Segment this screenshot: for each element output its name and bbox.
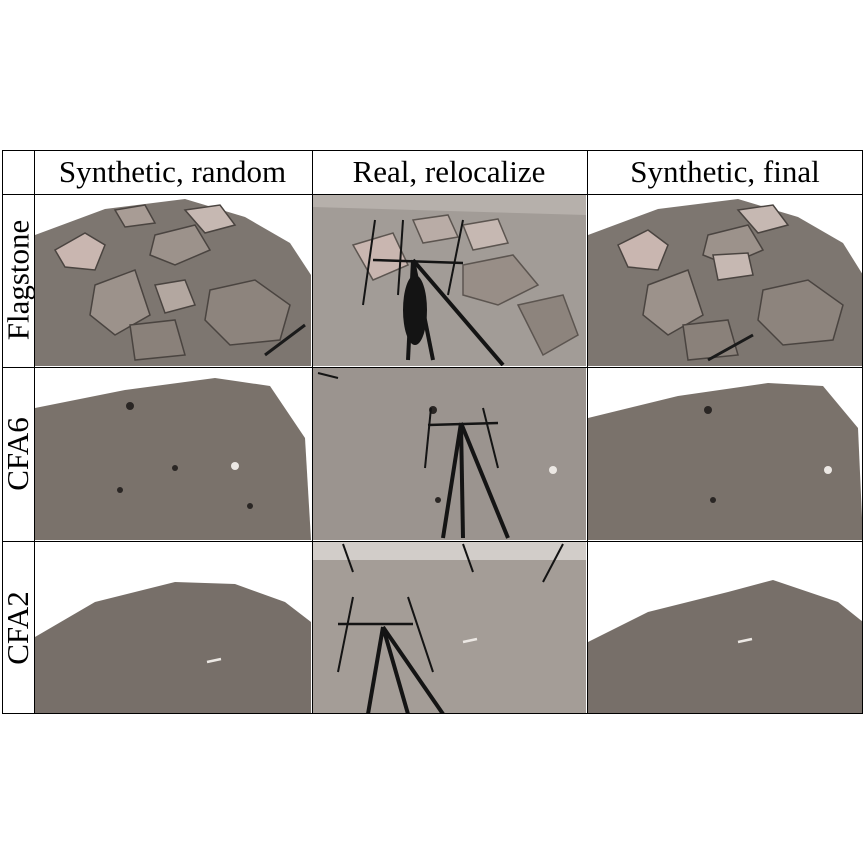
image-cfa2-synthetic-random [35,542,311,714]
grid-line-right [862,150,863,714]
image-cfa6-synthetic-final [588,368,863,540]
row-label-flagstone-text: Flagstone [0,219,35,341]
row-label-cfa6-text: CFA6 [0,416,36,491]
image-cfa6-synthetic-random [35,368,311,540]
row-label-cfa2-text: CFA2 [0,590,36,665]
image-flagstone-synthetic-random [35,195,311,366]
column-header-synthetic-random: Synthetic, random [58,154,287,189]
grid-line-row1 [2,367,863,368]
image-flagstone-synthetic-final [588,195,863,366]
grid-line-bottom [2,713,863,714]
column-header-synthetic-final: Synthetic, final [630,154,820,189]
image-cfa6-real-relocalize [313,368,586,540]
image-flagstone-real-relocalize [313,195,586,366]
grid-line-row2 [2,541,863,542]
grid-line-col1 [312,150,313,714]
image-cfa2-synthetic-final [588,542,863,714]
grid-line-header [2,194,863,195]
grid-line-left [2,150,3,714]
row-label-cfa6: CFA6 [0,367,36,540]
row-label-cfa2: CFA2 [0,541,36,714]
row-label-flagstone: Flagstone [0,194,35,366]
column-header-real-relocalize: Real, relocalize [352,154,546,189]
grid-line-label-col [34,150,35,714]
figure: Synthetic, random Real, relocalize Synth… [0,150,863,714]
grid-line-top [2,150,863,151]
image-cfa2-real-relocalize [313,542,586,714]
grid-line-col2 [587,150,588,714]
